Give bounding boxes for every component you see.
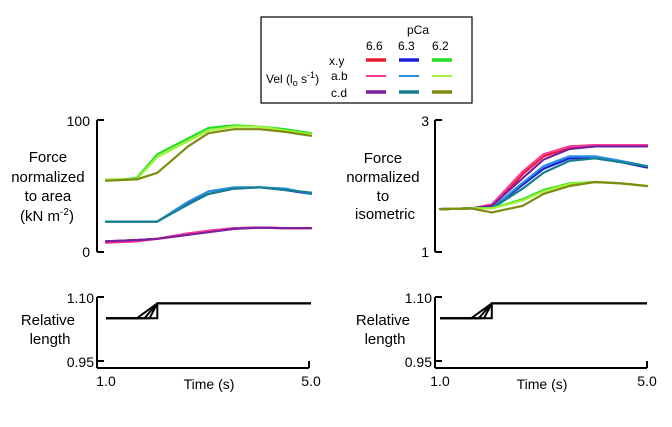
ylabel-force-area: Force normalized to area (kN m-2) bbox=[11, 149, 89, 225]
ytick-label-0-95-left: 0.95 bbox=[67, 354, 94, 370]
force-area-series-pca-6-3-c bbox=[104, 186, 313, 223]
axes-length-right bbox=[434, 296, 648, 369]
traces-force-area bbox=[104, 124, 313, 244]
xtick-label-5-0-left: 5.0 bbox=[301, 373, 321, 389]
panel-force-isometric: Force normalized to isometric 3 1 bbox=[346, 113, 649, 260]
ylabel-length-left: Relative length bbox=[21, 312, 79, 348]
force-area-series-pca-6-3-a bbox=[104, 186, 313, 223]
length-right-series-ramp-0 bbox=[440, 302, 647, 320]
legend-row-label-cd: c.d bbox=[331, 86, 347, 100]
axes-length-left bbox=[96, 296, 310, 369]
length-left-series-ramp-0 bbox=[106, 302, 311, 320]
ytick-label-100: 100 bbox=[67, 113, 91, 129]
xtick-label-5-0-right: 5.0 bbox=[637, 373, 657, 389]
traces-length-left bbox=[106, 302, 311, 320]
force-area-series-pca-6-2-c bbox=[104, 128, 313, 182]
traces-length-right bbox=[440, 302, 647, 320]
length-right-series-ramp-1 bbox=[440, 302, 647, 320]
xlabel-time-right: Time (s) bbox=[517, 376, 568, 392]
ytick-label-0-95-right: 0.95 bbox=[405, 354, 432, 370]
legend: pCa 6.6 6.3 6.2 x.y a.b c.d Vel (lo s-1) bbox=[260, 16, 473, 104]
panel-length-left: Relative length 1.10 0.95 1.0 5.0 Time (… bbox=[21, 290, 321, 392]
force-isometric-series-pca-6-2-a bbox=[438, 180, 649, 211]
panel-length-right: Relative length 1.10 0.95 1.0 5.0 Time (… bbox=[356, 290, 657, 392]
legend-pca-6-2: 6.2 bbox=[432, 39, 449, 53]
traces-force-isometric bbox=[438, 144, 649, 214]
force-isometric-series-pca-6-2-x bbox=[438, 180, 649, 211]
xtick-label-1-0-left: 1.0 bbox=[96, 373, 116, 389]
ytick-label-1-10-right: 1.10 bbox=[405, 290, 432, 306]
force-isometric-series-pca-6-2-c bbox=[438, 180, 649, 214]
legend-pca-6-6: 6.6 bbox=[366, 39, 383, 53]
legend-pca-title: pCa bbox=[407, 23, 429, 37]
y-axis-force-isometric bbox=[434, 119, 442, 253]
legend-row-label-ab: a.b bbox=[331, 69, 348, 83]
length-left-series-ramp-1 bbox=[106, 302, 311, 320]
legend-pca-6-3: 6.3 bbox=[398, 39, 415, 53]
legend-row-label-xy: x.y bbox=[329, 54, 344, 68]
ytick-label-1-10-left: 1.10 bbox=[67, 290, 94, 306]
legend-swatches bbox=[366, 58, 452, 94]
length-right-series-ramp-2 bbox=[440, 302, 647, 320]
xtick-label-1-0-right: 1.0 bbox=[430, 373, 450, 389]
ylabel-length-right: Relative length bbox=[356, 312, 414, 348]
ytick-label-3: 3 bbox=[421, 113, 429, 129]
legend-vel-label: Vel (lo s-1) bbox=[266, 70, 319, 88]
force-area-series-pca-6-6-c bbox=[104, 226, 313, 243]
ylabel-force-isometric: Force normalized to isometric bbox=[346, 150, 424, 223]
length-right-series-ramp-3 bbox=[440, 302, 647, 320]
xlabel-time-left: Time (s) bbox=[184, 376, 235, 392]
ytick-label-0: 0 bbox=[82, 244, 90, 260]
force-isometric-series-pca-6-6-a bbox=[438, 144, 649, 211]
length-left-series-ramp-3 bbox=[106, 302, 311, 320]
y-axis-force-area bbox=[96, 119, 104, 253]
force-area-series-pca-6-2-a bbox=[104, 125, 313, 181]
panel-force-area: Force normalized to area (kN m-2) 100 0 bbox=[11, 113, 313, 260]
length-left-series-ramp-2 bbox=[106, 302, 311, 320]
ytick-label-1: 1 bbox=[421, 244, 429, 260]
